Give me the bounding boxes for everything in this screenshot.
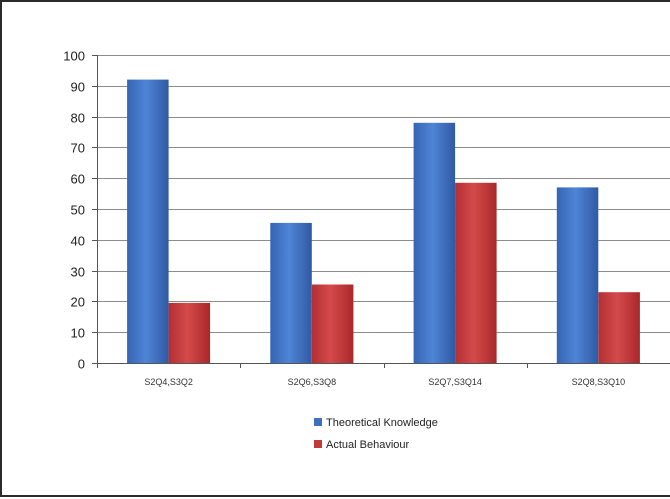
legend-swatch	[314, 440, 322, 448]
legend-label: Theoretical Knowledge	[326, 417, 438, 429]
legend-swatch	[314, 418, 322, 426]
gridlines	[97, 55, 670, 333]
legend: Theoretical Knowledge Actual Behaviour	[314, 417, 438, 451]
x-category-label: S2Q6,S3Q8	[288, 377, 337, 387]
bar-actual-behaviour	[455, 182, 497, 363]
bar-actual-behaviour	[598, 292, 640, 363]
axes	[92, 55, 670, 368]
x-category-label: S2Q7,S3Q14	[428, 377, 482, 387]
bar-theoretical-knowledge	[127, 79, 169, 363]
bars	[127, 79, 640, 363]
bar-actual-behaviour	[311, 284, 354, 363]
y-tick-label: 0	[78, 357, 85, 372]
y-tick-label: 20	[71, 295, 85, 310]
y-tick-label: 30	[71, 265, 85, 280]
bar-theoretical-knowledge	[413, 122, 456, 363]
axis-labels: 0 10 20 30 40 50 60 70 80 90 100 S2Q4,S3Q2 S2Q6,S3Q8…	[63, 49, 625, 388]
bar-theoretical-knowledge	[270, 222, 312, 363]
y-tick-label: 60	[71, 172, 85, 187]
y-tick-label: 100	[63, 49, 85, 64]
y-tick-label: 80	[71, 111, 85, 126]
legend-label: Actual Behaviour	[326, 439, 409, 451]
y-tick-label: 70	[71, 141, 85, 156]
bar-actual-behaviour	[168, 302, 211, 363]
y-tick-label: 50	[71, 203, 85, 218]
y-tick-label: 10	[71, 326, 85, 341]
y-tick-label: 40	[71, 234, 85, 249]
x-category-label: S2Q8,S3Q10	[572, 377, 626, 387]
bar-theoretical-knowledge	[556, 187, 599, 363]
y-tick-label: 90	[71, 80, 85, 95]
x-category-label: S2Q4,S3Q2	[144, 377, 193, 387]
